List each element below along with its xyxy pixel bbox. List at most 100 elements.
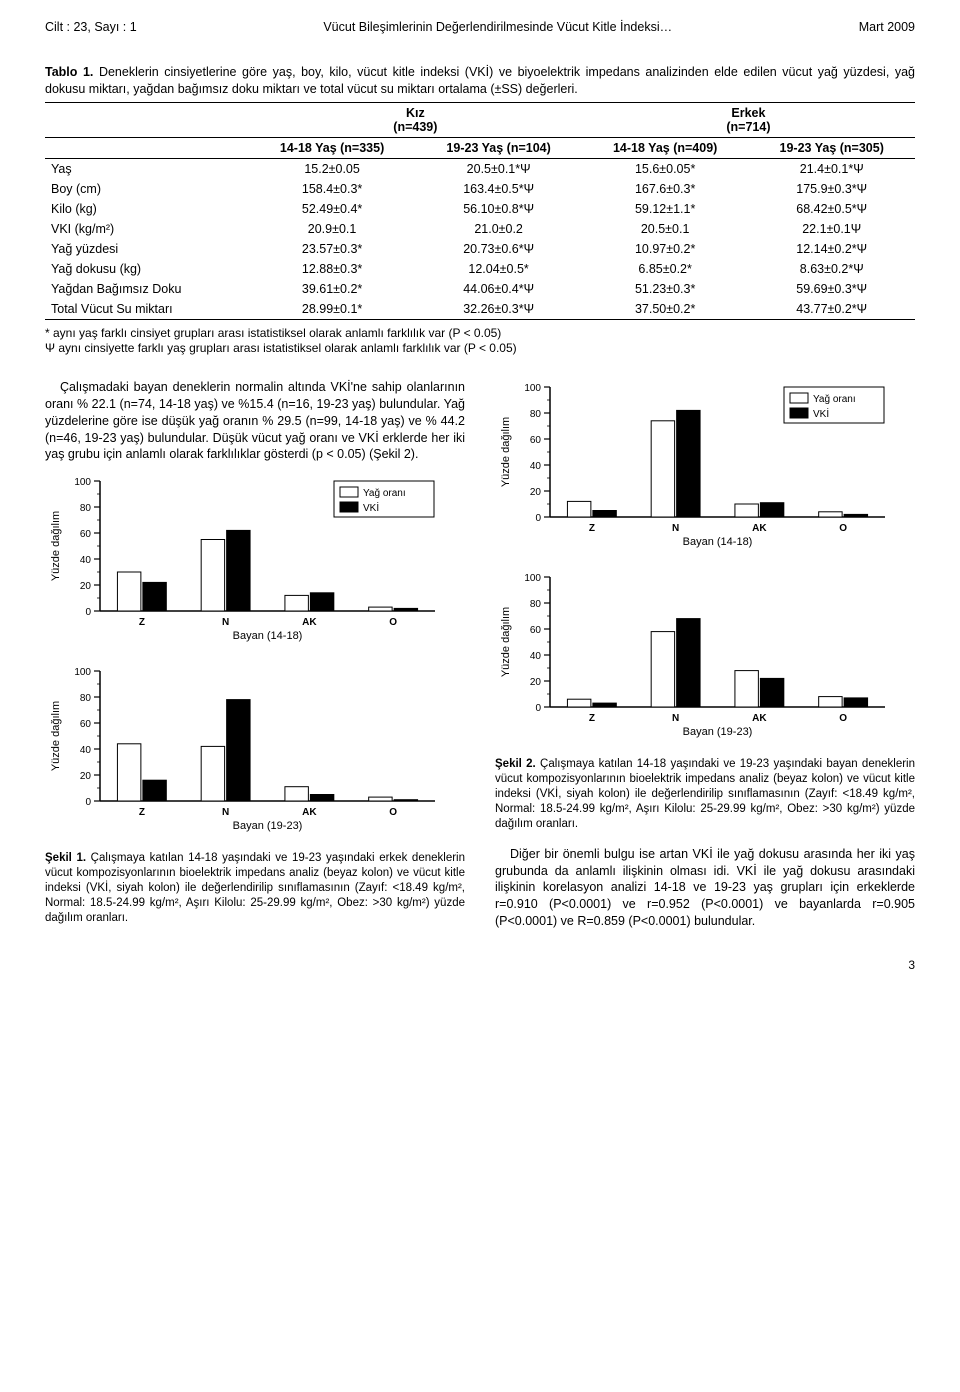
svg-text:Bayan (14-18): Bayan (14-18)	[683, 536, 753, 548]
table-cell: 51.23±0.3*	[582, 279, 749, 299]
chart-s2b: 020406080100Yüzde dağılımZNAKOBayan (19-…	[495, 569, 915, 739]
svg-text:100: 100	[74, 477, 91, 488]
table-cell: 59.69±0.3*Ψ	[748, 279, 915, 299]
svg-text:O: O	[389, 617, 397, 628]
svg-text:Bayan (14-18): Bayan (14-18)	[233, 630, 303, 642]
table-cell: 22.1±0.1Ψ	[748, 219, 915, 239]
table-title: Tablo 1. Deneklerin cinsiyetlerine göre …	[45, 64, 915, 98]
table-cell: 167.6±0.3*	[582, 179, 749, 199]
table-cell: 21.4±0.1*Ψ	[748, 158, 915, 179]
svg-text:60: 60	[80, 719, 92, 730]
svg-text:N: N	[222, 807, 229, 818]
paragraph-right: Diğer bir önemli bulgu ise artan VKİ ile…	[495, 846, 915, 930]
svg-text:N: N	[222, 617, 229, 628]
svg-text:80: 80	[80, 693, 92, 704]
table-row-label: Yaş	[45, 158, 249, 179]
header-left: Cilt : 23, Sayı : 1	[45, 20, 137, 34]
page-number: 3	[45, 958, 915, 972]
table-cell: 56.10±0.8*Ψ	[415, 199, 582, 219]
table-row-label: VKI (kg/m²)	[45, 219, 249, 239]
svg-text:60: 60	[530, 625, 542, 636]
chart-s1b: 020406080100Yüzde dağılımZNAKOBayan (19-…	[45, 663, 465, 833]
svg-text:VKİ: VKİ	[363, 501, 379, 514]
svg-text:20: 20	[80, 581, 92, 592]
svg-text:20: 20	[530, 487, 542, 498]
table-cell: 20.5±0.1	[582, 219, 749, 239]
svg-text:Bayan (19-23): Bayan (19-23)	[683, 726, 753, 738]
sub-header: 19-23 Yaş (n=305)	[748, 137, 915, 158]
table-row-label: Total Vücut Su miktarı	[45, 299, 249, 320]
table-cell: 6.85±0.2*	[582, 259, 749, 279]
svg-text:60: 60	[530, 435, 542, 446]
sekil-2-text: Çalışmaya katılan 14-18 yaşındaki ve 19-…	[495, 758, 915, 830]
table-cell: 20.9±0.1	[249, 219, 416, 239]
sekil-2-label: Şekil 2.	[495, 758, 536, 770]
svg-text:Z: Z	[139, 617, 145, 628]
sekil-1-text: Çalışmaya katılan 14-18 yaşındaki ve 19-…	[45, 852, 465, 924]
table-row-label: Boy (cm)	[45, 179, 249, 199]
table-row-label: Yağdan Bağımsız Doku	[45, 279, 249, 299]
table-cell: 37.50±0.2*	[582, 299, 749, 320]
table-row-label: Kilo (kg)	[45, 199, 249, 219]
svg-text:AK: AK	[302, 807, 317, 818]
table-cell: 23.57±0.3*	[249, 239, 416, 259]
svg-text:20: 20	[530, 677, 542, 688]
table-cell: 20.73±0.6*Ψ	[415, 239, 582, 259]
svg-text:N: N	[672, 713, 679, 724]
chart-s2a: 020406080100Yüzde dağılımZNAKOBayan (14-…	[495, 379, 915, 549]
sekil-2-charts: 020406080100Yüzde dağılımZNAKOBayan (14-…	[495, 379, 915, 751]
sekil-1-caption: Şekil 1. Çalışmaya katılan 14-18 yaşında…	[45, 851, 465, 926]
svg-text:VKİ: VKİ	[813, 407, 829, 420]
table-cell: 44.06±0.4*Ψ	[415, 279, 582, 299]
sekil-1-charts: 020406080100Yüzde dağılımZNAKOBayan (14-…	[45, 473, 465, 845]
group-n-kiz: (n=439)	[393, 120, 437, 134]
table-cell: 39.61±0.2*	[249, 279, 416, 299]
svg-text:N: N	[672, 523, 679, 534]
svg-text:40: 40	[530, 651, 542, 662]
table-cell: 59.12±1.1*	[582, 199, 749, 219]
svg-text:100: 100	[74, 667, 91, 678]
table-cell: 52.49±0.4*	[249, 199, 416, 219]
table-cell: 43.77±0.2*Ψ	[748, 299, 915, 320]
svg-text:Yüzde dağılım: Yüzde dağılım	[50, 511, 62, 581]
table-cell: 8.63±0.2*Ψ	[748, 259, 915, 279]
table-title-label: Tablo 1.	[45, 65, 93, 79]
svg-text:Yüzde dağılım: Yüzde dağılım	[500, 417, 512, 487]
table-cell: 163.4±0.5*Ψ	[415, 179, 582, 199]
table-cell: 175.9±0.3*Ψ	[748, 179, 915, 199]
table-cell: 12.14±0.2*Ψ	[748, 239, 915, 259]
table-row-label: Yağ yüzdesi	[45, 239, 249, 259]
table-cell: 21.0±0.2	[415, 219, 582, 239]
group-header-kiz: Kız	[406, 106, 425, 120]
svg-text:AK: AK	[752, 713, 767, 724]
table-cell: 15.6±0.05*	[582, 158, 749, 179]
svg-text:Yağ oranı: Yağ oranı	[813, 394, 856, 405]
svg-text:Bayan (19-23): Bayan (19-23)	[233, 820, 303, 832]
svg-text:O: O	[389, 807, 397, 818]
svg-text:80: 80	[530, 599, 542, 610]
svg-text:Yüzde dağılım: Yüzde dağılım	[500, 607, 512, 677]
footnote-2: Ψ aynı cinsiyette farklı yaş grupları ar…	[45, 341, 915, 357]
svg-text:0: 0	[535, 703, 541, 714]
svg-text:Yüzde dağılım: Yüzde dağılım	[50, 701, 62, 771]
group-header: Kız (n=439)	[249, 102, 582, 137]
paragraph-left: Çalışmadaki bayan deneklerin normalin al…	[45, 379, 465, 463]
table-cell: 28.99±0.1*	[249, 299, 416, 320]
table-cell: 10.97±0.2*	[582, 239, 749, 259]
svg-text:100: 100	[524, 573, 541, 584]
table-footnotes: * aynı yaş farklı cinsiyet grupları aras…	[45, 326, 915, 357]
group-header-erkek: Erkek	[731, 106, 765, 120]
svg-text:Yağ oranı: Yağ oranı	[363, 488, 406, 499]
svg-text:100: 100	[524, 383, 541, 394]
sub-header: 19-23 Yaş (n=104)	[415, 137, 582, 158]
chart-s1a: 020406080100Yüzde dağılımZNAKOBayan (14-…	[45, 473, 465, 643]
table-row-label: Yağ dokusu (kg)	[45, 259, 249, 279]
sekil-1-label: Şekil 1.	[45, 852, 86, 864]
svg-text:0: 0	[85, 797, 91, 808]
table-title-text: Deneklerin cinsiyetlerine göre yaş, boy,…	[45, 65, 915, 96]
svg-text:40: 40	[530, 461, 542, 472]
svg-text:60: 60	[80, 529, 92, 540]
page-header: Cilt : 23, Sayı : 1 Vücut Bileşimlerinin…	[45, 20, 915, 34]
group-n-erkek: (n=714)	[726, 120, 770, 134]
sub-header: 14-18 Yaş (n=335)	[249, 137, 416, 158]
